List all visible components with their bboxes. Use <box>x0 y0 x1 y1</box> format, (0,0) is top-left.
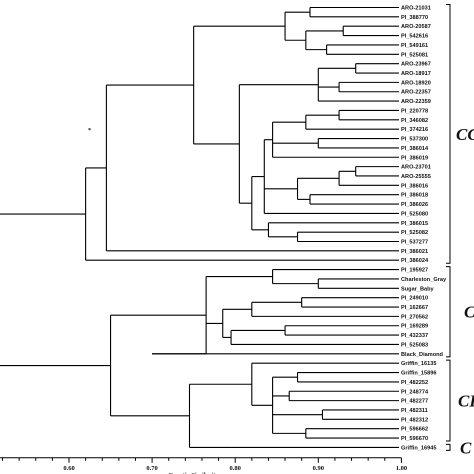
group-bracket <box>446 4 451 264</box>
leaf-label: ARO-21031 <box>401 6 431 12</box>
axis-tick-label: 0.90 <box>313 465 324 472</box>
leaf-label: PI_482311 <box>401 408 428 414</box>
leaf-label: Sugar_Baby <box>401 286 435 292</box>
leaf-label: PI_537300 <box>401 137 428 143</box>
leaf-label: PI_386015 <box>401 221 428 227</box>
leaf-label: PI_386014 <box>401 146 429 152</box>
leaf-label: Griffin_16945 <box>401 445 436 451</box>
leaf-label: PI_525083 <box>401 342 428 348</box>
leaf-label: ARO-23701 <box>401 165 431 171</box>
leaf-label: PI_169289 <box>401 324 428 330</box>
leaf-label: PI_482252 <box>401 380 428 386</box>
leaf-label: ARO-25555 <box>401 174 431 180</box>
leaf-label: ARO-20587 <box>401 24 431 30</box>
leaf-label: PI_220778 <box>401 108 428 114</box>
leaf-label: ARO-18917 <box>401 71 431 77</box>
group-label: C <box>460 438 472 457</box>
group-label: CC <box>456 125 474 144</box>
group-bracket <box>446 359 451 442</box>
group-bracket <box>446 266 451 358</box>
leaf-label: PI_525080 <box>401 211 428 217</box>
axis-tick-label: 0.70 <box>146 465 157 472</box>
leaf-label: PI_482312 <box>401 417 428 423</box>
leaf-label: PI_549161 <box>401 43 428 49</box>
leaf-label: PI_386016 <box>401 183 428 189</box>
leaf-label: ARO-22359 <box>401 99 431 105</box>
cluster-groups: CCCCLC <box>446 4 474 457</box>
axis-title: Genetic Similarity <box>168 472 219 474</box>
leaf-label: PI_386024 <box>401 258 429 264</box>
leaf-label: PI_386021 <box>401 249 428 255</box>
leaf-label: PI_248774 <box>401 389 429 395</box>
group-label: CL <box>458 392 474 411</box>
axis-tick-label: 0.80 <box>230 465 241 472</box>
leaf-label: Charleston_Gray <box>401 277 447 283</box>
leaf-label: Black_Diamond <box>401 352 444 358</box>
leaf-label: ARO-22357 <box>401 90 431 96</box>
leaf-label: PI_270562 <box>401 314 428 320</box>
similarity-axis: 0.60 0.70 0.80 0.90 1.00 Genetic Similarity <box>0 457 407 474</box>
leaf-label: PI_249010 <box>401 296 428 302</box>
axis-tick-label: 1.00 <box>396 465 407 472</box>
leaf-labels: ARO-21031 PI_388770 ARO-20587 PI_542616 PI_5… <box>401 6 447 452</box>
leaf-label: ARO-18920 <box>401 80 431 86</box>
leaf-label: PI_542616 <box>401 34 428 40</box>
axis-tick-label: 0.60 <box>63 465 74 472</box>
leaf-label: PI_482277 <box>401 399 428 405</box>
leaf-label: PI_525082 <box>401 230 428 236</box>
leaf-label: PI_195927 <box>401 268 428 274</box>
leaf-label: PI_386026 <box>401 202 428 208</box>
leaf-label: PI_432337 <box>401 333 428 339</box>
leaf-label: PI_596662 <box>401 427 428 433</box>
leaf-label: ARO-23967 <box>401 62 431 68</box>
leaf-label: Griffin_16135 <box>401 361 436 367</box>
stray-mark: * <box>88 127 91 134</box>
leaf-label: PI_162667 <box>401 305 428 311</box>
dendrogram-branches <box>0 6 399 448</box>
leaf-label: PI_386018 <box>401 193 428 199</box>
leaf-label: PI_346082 <box>401 118 428 124</box>
leaf-label: PI_525081 <box>401 52 428 58</box>
leaf-label: Griffin_15896 <box>401 371 436 377</box>
leaf-label: PI_596670 <box>401 436 428 442</box>
leaf-label: PI_537277 <box>401 240 428 246</box>
group-label: C <box>464 303 474 322</box>
leaf-label: PI_388770 <box>401 15 428 21</box>
leaf-label: PI_374216 <box>401 127 428 133</box>
group-bracket <box>446 443 451 451</box>
leaf-label: PI_386019 <box>401 155 428 161</box>
